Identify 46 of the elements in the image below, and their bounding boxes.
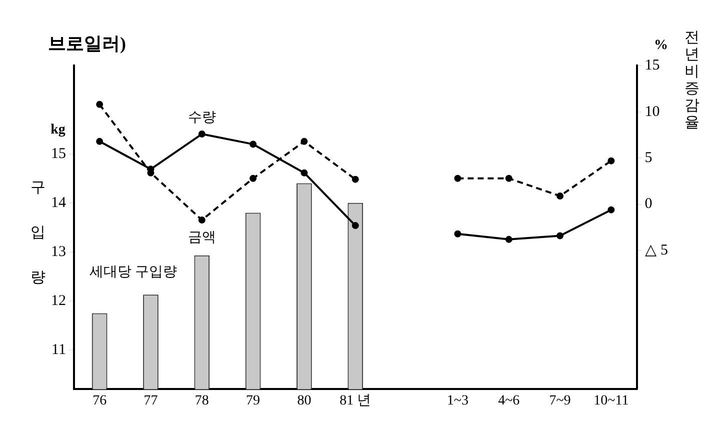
text: kg xyxy=(50,122,66,138)
point xyxy=(454,230,462,238)
point xyxy=(198,130,206,138)
point xyxy=(198,216,206,224)
y-tick-label: 15 xyxy=(51,146,66,162)
point xyxy=(556,192,564,200)
point xyxy=(556,232,564,240)
point xyxy=(96,100,104,108)
x-tick-label: 10~11 xyxy=(594,393,629,408)
point xyxy=(505,236,512,243)
chart-title: 브로일러) xyxy=(48,33,126,54)
y2-axis-title: 전년비증감율 xyxy=(684,30,700,131)
y-tick-label: 12 xyxy=(51,292,66,309)
point xyxy=(250,140,257,148)
text: 구입량 xyxy=(30,180,46,286)
point xyxy=(352,222,359,230)
y2-tick-label: 15 xyxy=(644,58,660,74)
point xyxy=(454,174,462,182)
y2-tick-label: 0 xyxy=(644,196,652,212)
x-tick-label: 78 xyxy=(194,393,209,408)
y-tick-label: 14 xyxy=(51,194,66,211)
point xyxy=(608,206,615,214)
y2-tick-label: 10 xyxy=(644,104,660,120)
x-tick-label: 76 xyxy=(92,393,107,408)
x-tick-label: 80 xyxy=(297,393,312,408)
series-label: 세대당 구입량 xyxy=(89,265,177,280)
point xyxy=(250,174,257,182)
point xyxy=(96,138,104,145)
point xyxy=(300,138,308,145)
series-label: 수량 xyxy=(188,110,216,126)
x-tick-label: 81 년 xyxy=(340,393,372,408)
point xyxy=(300,169,308,176)
point xyxy=(505,174,512,182)
point xyxy=(352,176,359,183)
x-tick-label: 79 xyxy=(246,393,260,408)
y-tick-label: 11 xyxy=(52,342,66,358)
series-label: 금액 xyxy=(188,230,216,246)
y-tick-label: 13 xyxy=(51,244,66,260)
point xyxy=(608,157,615,164)
x-tick-label: 4~6 xyxy=(498,393,520,408)
text: % xyxy=(654,38,668,54)
y2-tick-label: △ 5 xyxy=(644,242,668,258)
y2-tick-label: 5 xyxy=(644,150,652,166)
x-tick-label: 7~9 xyxy=(549,393,571,408)
x-tick-label: 77 xyxy=(144,393,158,408)
x-tick-label: 1~3 xyxy=(446,393,468,408)
